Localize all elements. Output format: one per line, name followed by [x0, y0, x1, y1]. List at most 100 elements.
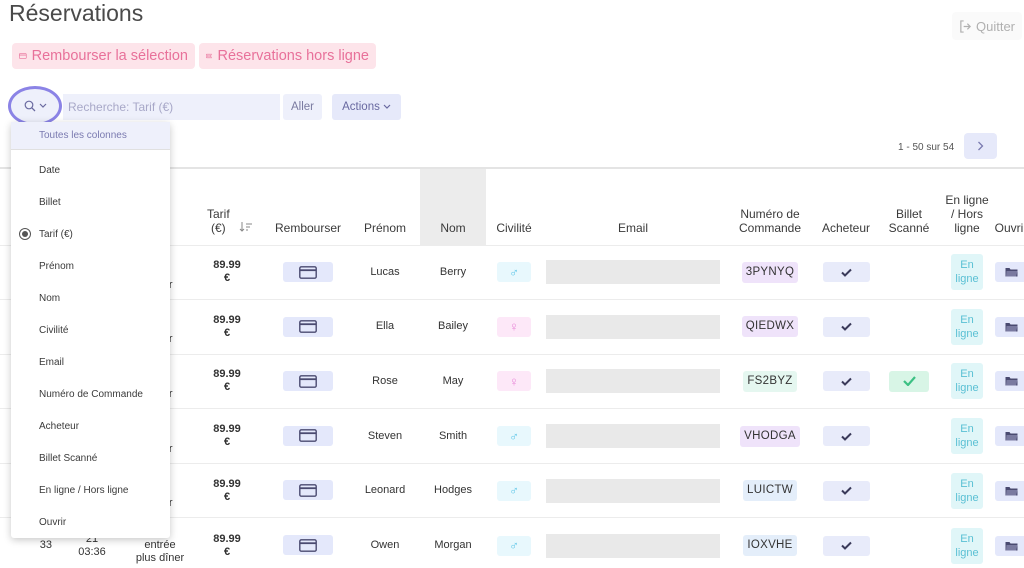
- cell-acheteur: [816, 517, 876, 568]
- header-ouvrir[interactable]: Ouvrir: [992, 167, 1024, 245]
- cell-tarif: 89.99 €: [188, 244, 266, 300]
- search-column-toggle[interactable]: [8, 86, 62, 126]
- open-button[interactable]: [995, 535, 1024, 556]
- sort-descending-icon[interactable]: [239, 221, 253, 232]
- quit-button[interactable]: Quitter: [952, 12, 1022, 40]
- refund-button[interactable]: [283, 480, 333, 501]
- cell-en-ligne: En ligne: [942, 353, 992, 409]
- order-number[interactable]: IOXVHE: [743, 535, 797, 557]
- folder-open-icon: [1005, 268, 1017, 277]
- menu-item-column[interactable]: Billet: [39, 196, 61, 208]
- cell-en-ligne: En ligne: [942, 408, 992, 464]
- online-status-badge: En ligne: [951, 363, 983, 400]
- open-button[interactable]: [995, 371, 1024, 392]
- header-tarif[interactable]: Tarif (€): [188, 167, 266, 245]
- cell-numero: QIEDWX: [724, 299, 816, 355]
- menu-item-column[interactable]: Email: [39, 356, 65, 368]
- menu-item-column[interactable]: Ouvrir: [39, 516, 67, 528]
- cell-email: [542, 353, 724, 409]
- cell-email: [542, 517, 724, 568]
- menu-item-column[interactable]: Billet Scanné: [39, 452, 98, 464]
- menu-item-column[interactable]: Date: [39, 164, 61, 176]
- header-acheteur[interactable]: Acheteur: [816, 167, 876, 245]
- cell-nom: Bailey: [420, 299, 486, 355]
- menu-item-column[interactable]: Tarif (€): [11, 219, 170, 249]
- cell-rembourser: [266, 462, 350, 518]
- cell-email: [542, 408, 724, 464]
- refund-button[interactable]: [283, 425, 333, 446]
- column-select-menu: Toutes les colonnes Date Billet Tarif (€) Pr…: [11, 122, 170, 538]
- order-number[interactable]: VHODGA: [740, 425, 800, 447]
- order-number[interactable]: FS2BYZ: [743, 370, 797, 392]
- check-icon: [840, 377, 852, 386]
- cell-numero: IOXVHE: [724, 517, 816, 568]
- buyer-badge: [822, 316, 870, 337]
- chevron-down-icon: [383, 104, 391, 109]
- cell-billet-scanne: [876, 299, 942, 355]
- menu-item-all-columns[interactable]: Toutes les colonnes: [11, 122, 170, 150]
- cell-en-ligne: En ligne: [942, 462, 992, 518]
- cell-rembourser: [266, 517, 350, 568]
- menu-item-column[interactable]: Prénom: [39, 260, 75, 272]
- check-icon: [902, 376, 916, 387]
- credit-card-icon: [299, 429, 317, 443]
- cell-prenom: Owen: [350, 517, 420, 568]
- scanned-badge: [889, 370, 929, 392]
- next-page-button[interactable]: [964, 133, 997, 159]
- cell-en-ligne: En ligne: [942, 244, 992, 300]
- open-button[interactable]: [995, 480, 1024, 501]
- buyer-badge: [822, 480, 870, 501]
- cell-rembourser: [266, 244, 350, 300]
- check-icon: [840, 323, 852, 332]
- offline-reservations-button[interactable]: Réservations hors ligne: [199, 43, 376, 69]
- cell-billet-scanne: [876, 462, 942, 518]
- online-status-badge: En ligne: [951, 254, 983, 291]
- menu-item-column[interactable]: Acheteur: [39, 420, 80, 432]
- cell-en-ligne: En ligne: [942, 517, 992, 568]
- order-number[interactable]: QIEDWX: [741, 316, 799, 338]
- cell-nom: Morgan: [420, 517, 486, 568]
- cell-ouvrir: [992, 244, 1024, 300]
- refund-button[interactable]: [283, 535, 333, 556]
- refund-button[interactable]: [283, 371, 333, 392]
- header-billet-scanne[interactable]: Billet Scanné: [876, 167, 942, 245]
- order-number[interactable]: LUICTW: [743, 480, 797, 502]
- open-button[interactable]: [995, 426, 1024, 447]
- header-en-ligne[interactable]: En ligne / Hors ligne: [942, 167, 992, 245]
- cell-prenom: Steven: [350, 408, 420, 464]
- open-button[interactable]: [995, 316, 1024, 337]
- header-rembourser[interactable]: Rembourser: [266, 167, 350, 245]
- male-symbol-icon: ♂: [497, 426, 531, 447]
- cell-acheteur: [816, 244, 876, 300]
- open-button[interactable]: [995, 262, 1024, 283]
- order-number[interactable]: 3PYNYQ: [741, 261, 799, 283]
- menu-item-column[interactable]: Nom: [39, 292, 61, 304]
- folder-open-icon: [1005, 432, 1017, 441]
- cell-tarif: 89.99 €: [188, 353, 266, 409]
- menu-item-column[interactable]: En ligne / Hors ligne: [39, 484, 129, 496]
- refund-button[interactable]: [283, 316, 333, 337]
- header-civilite[interactable]: Civilité: [486, 167, 542, 245]
- actions-dropdown[interactable]: Actions: [332, 94, 401, 120]
- menu-item-column[interactable]: Civilité: [39, 324, 69, 336]
- search-input[interactable]: [63, 94, 280, 120]
- menu-item-column[interactable]: Numéro de Commande: [39, 388, 143, 400]
- cell-email: [542, 244, 724, 300]
- refund-selection-button[interactable]: Rembourser la sélection: [12, 43, 195, 69]
- check-icon: [840, 432, 852, 441]
- credit-card-icon: [299, 374, 317, 388]
- email-redacted: [546, 533, 720, 558]
- header-email[interactable]: Email: [542, 167, 724, 245]
- header-numero[interactable]: Numéro de Commande: [724, 167, 816, 245]
- refund-button[interactable]: [283, 262, 333, 283]
- check-icon: [840, 486, 852, 496]
- credit-card-icon: [299, 538, 317, 552]
- cell-civilite: ♂: [486, 408, 542, 464]
- header-nom[interactable]: Nom: [420, 167, 486, 245]
- cell-civilite: ♂: [486, 244, 542, 300]
- header-prenom[interactable]: Prénom: [350, 167, 420, 245]
- cell-numero: LUICTW: [724, 462, 816, 518]
- go-button[interactable]: Aller: [283, 94, 322, 120]
